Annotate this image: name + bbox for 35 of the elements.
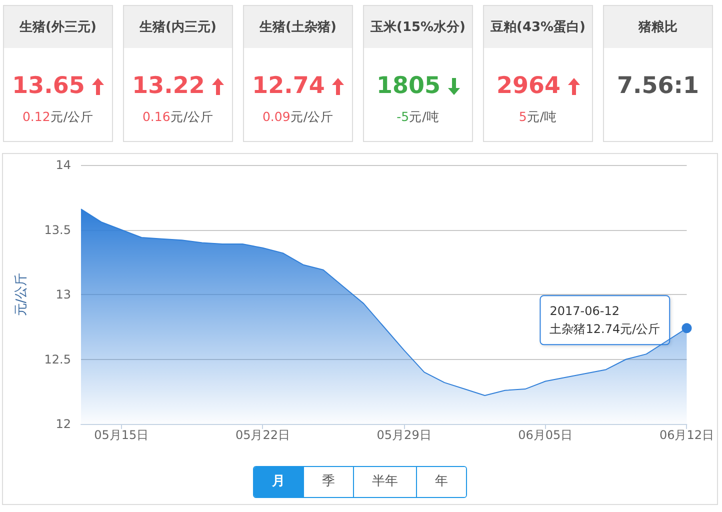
text: 元/吨 [526,109,558,124]
data-label: 1805 [376,73,440,99]
text: 生猪(土杂猪) [244,6,352,48]
text: 生猪(内三元) [124,6,232,48]
y-tick-label: 12.5 [44,352,71,366]
x-tick-label: 06月05日 [518,428,573,442]
x-tick-label: 06月12日 [659,428,714,442]
text: 元/吨 [409,109,440,124]
data-label: 13.22 [132,73,205,99]
y-axis-title: 元/公斤 [14,272,29,316]
text: 豆粕(43%蛋白) [484,6,592,48]
data-label: 5 [518,109,527,124]
annotation: 2017-06-12 土杂猪12.74元/公斤 [550,304,660,336]
data-label: 12.74 [252,73,325,99]
text: 元/公斤 [290,109,334,124]
text: 猪粮比 [604,6,712,48]
data-label: -5 [396,109,410,124]
x-tick-label: 05月15日 [94,428,149,442]
text: 生猪(外三元) [4,6,112,48]
y-tick-label: 13.5 [44,222,71,237]
data-label: 0.09 [262,109,290,124]
x-tick-label: 05月22日 [235,428,290,442]
x-tick-label: 05月29日 [376,428,432,442]
text: 玉米(15%水分) [364,6,472,48]
data-label: 13.65 [12,73,85,99]
y-tick-label: 12 [56,417,71,431]
text: 元/公斤 [170,109,214,124]
text: 元/公斤 [50,109,94,124]
data-label: 2964 [496,73,560,99]
y-tick-label: 14 [56,158,71,172]
data-label: 0.16 [142,109,170,124]
y-tick-label: 13 [56,288,71,302]
text: 7.56:1 [616,72,700,101]
data-label: 0.12 [22,109,50,124]
period-tab[interactable]: 年 [416,467,466,497]
